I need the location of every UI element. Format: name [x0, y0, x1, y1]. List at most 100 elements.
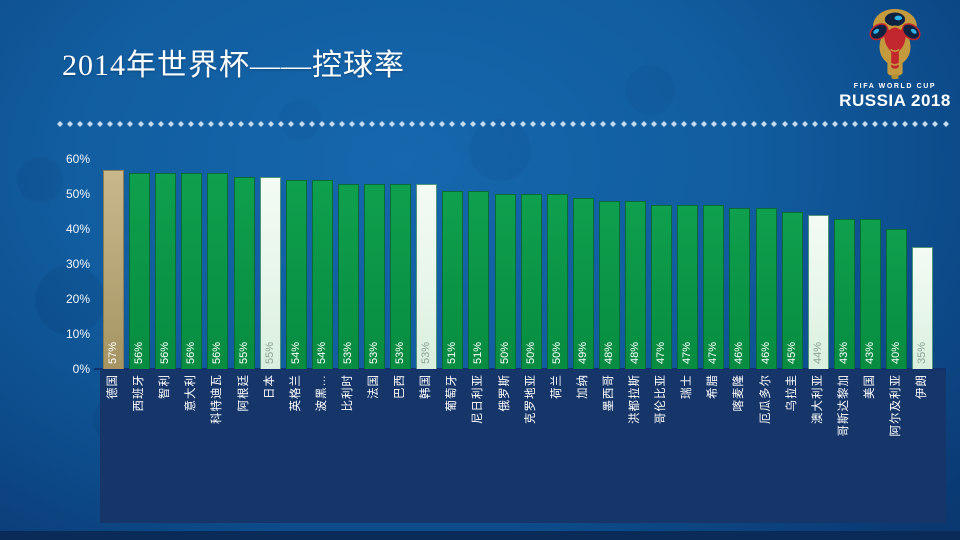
bar: [468, 190, 490, 369]
bar: [755, 208, 777, 369]
bar: [912, 246, 934, 369]
bar: [285, 180, 307, 369]
bar-value-label: 51%: [472, 341, 485, 364]
bar-value-label: 50%: [498, 341, 511, 364]
bar: [703, 204, 725, 369]
y-axis-tick: 60%: [65, 152, 90, 166]
category-label: 美国: [863, 374, 876, 399]
bar: [390, 183, 412, 369]
category-label: 比利时: [341, 374, 354, 412]
bar: [259, 176, 281, 369]
bar-value-label: 47%: [707, 341, 720, 364]
y-axis-tick: 0%: [72, 362, 90, 376]
bar: [677, 204, 699, 369]
category-label: 巴西: [394, 374, 407, 399]
bar: [129, 173, 151, 369]
bar-value-label: 56%: [211, 341, 224, 364]
bar: [546, 194, 568, 369]
bar-value-label: 56%: [159, 341, 172, 364]
bar: [442, 190, 464, 369]
bar-value-label: 45%: [785, 341, 798, 364]
category-label: 德国: [107, 374, 119, 399]
y-axis-tick: 20%: [65, 292, 90, 306]
bar-value-label: 46%: [733, 341, 746, 364]
bar-value-label: 35%: [916, 341, 929, 364]
bar: [729, 208, 751, 369]
bar-value-label: 48%: [602, 341, 615, 364]
bar-value-label: 51%: [446, 341, 459, 364]
bar-value-label: 53%: [368, 341, 380, 364]
bar-value-label: 50%: [550, 341, 563, 364]
bar: [155, 173, 177, 369]
bar: [781, 211, 803, 369]
category-label: 瑞士: [681, 374, 694, 399]
bar-value-label: 56%: [185, 341, 198, 364]
category-label: 荷兰: [550, 374, 563, 399]
category-label: 阿根廷: [237, 374, 250, 412]
y-axis-tick: 50%: [65, 187, 90, 201]
category-label: 乌拉圭: [785, 374, 798, 412]
y-axis-tick: 10%: [65, 327, 90, 341]
bar-value-label: 46%: [759, 341, 772, 364]
category-label: 澳大利亚: [811, 374, 824, 424]
bar: [181, 173, 203, 369]
bar-value-label: 40%: [890, 341, 902, 364]
bar: [311, 180, 333, 369]
fifa-logo: FIFA WORLD CUP RUSSIA 2018: [836, 8, 954, 111]
category-label: 意大利: [185, 374, 198, 412]
logo-fifa-world-cup-text: FIFA WORLD CUP: [853, 83, 937, 90]
category-label: 西班牙: [133, 374, 146, 412]
category-label: 伊朗: [916, 374, 929, 399]
x-axis-line: [94, 368, 946, 370]
bar-value-label: 57%: [107, 341, 119, 364]
bar: [416, 183, 438, 369]
bar: [886, 229, 907, 369]
bar: [625, 201, 646, 369]
category-label: 波黑…: [315, 374, 328, 412]
bar: [572, 197, 594, 369]
category-label: 喀麦隆: [733, 374, 746, 412]
category-label: 厄瓜多尔: [759, 374, 772, 424]
bar: [859, 218, 881, 369]
y-axis-tick: 40%: [65, 222, 90, 236]
category-label: 科特迪瓦: [211, 374, 224, 424]
bar-value-label: 49%: [576, 341, 589, 364]
bar: [598, 201, 620, 369]
y-axis-tick: 30%: [65, 257, 90, 271]
bar-value-label: 43%: [863, 341, 876, 364]
category-label: 希腊: [707, 374, 720, 399]
bar-value-label: 56%: [133, 341, 146, 364]
bar: [833, 218, 855, 369]
bar: [651, 204, 673, 369]
bar: [494, 194, 516, 369]
category-label: 智利: [159, 374, 172, 399]
category-label: 英格兰: [289, 374, 302, 412]
logo-russia-2018-text: RUSSIA 2018: [839, 91, 951, 110]
bar: [337, 183, 359, 369]
category-label: 墨西哥: [602, 374, 615, 412]
category-label: 日本: [263, 374, 276, 399]
bar-value-label: 53%: [341, 341, 354, 364]
bar-value-label: 54%: [315, 341, 328, 364]
page-title: 2014年世界杯——控球率: [62, 49, 405, 82]
category-label: 俄罗斯: [498, 374, 511, 412]
bar-value-label: 55%: [263, 341, 276, 364]
bar-value-label: 54%: [289, 341, 302, 364]
bar: [364, 183, 385, 369]
bar-value-label: 47%: [655, 341, 668, 364]
bar-value-label: 48%: [629, 341, 641, 364]
bar-value-label: 50%: [524, 341, 537, 364]
category-label: 加纳: [576, 374, 589, 399]
bar-value-label: 55%: [237, 341, 250, 364]
bar: [103, 169, 124, 369]
category-label: 哥伦比亚: [655, 374, 668, 424]
bar-value-label: 53%: [394, 341, 407, 364]
bottom-band: [0, 531, 960, 540]
bar: [807, 215, 829, 369]
bar: [233, 176, 255, 369]
chart-lower-panel: [100, 369, 946, 523]
category-label: 葡萄牙: [446, 374, 459, 412]
category-label: 克罗地亚: [524, 374, 537, 424]
